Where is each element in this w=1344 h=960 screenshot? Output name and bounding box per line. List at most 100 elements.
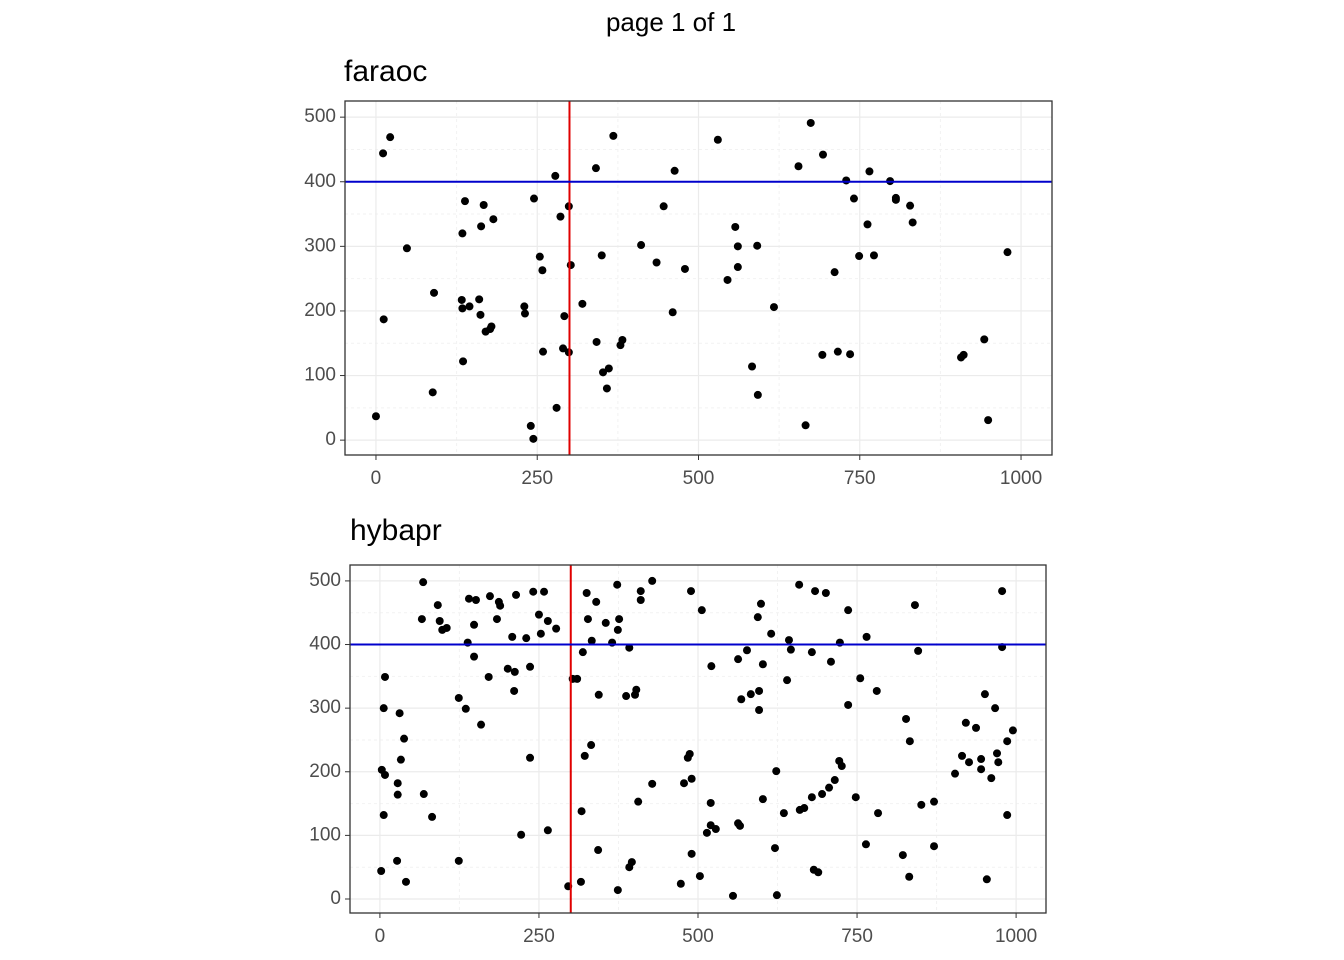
point [756, 599, 765, 608]
point [510, 686, 519, 695]
point [807, 793, 816, 802]
point [755, 686, 764, 695]
point [477, 222, 486, 231]
point [905, 737, 914, 746]
point [577, 807, 586, 816]
point [512, 590, 521, 599]
point [573, 674, 582, 683]
point [526, 421, 535, 430]
point [748, 362, 757, 371]
point [379, 315, 388, 324]
point [733, 242, 742, 251]
point [393, 856, 402, 865]
point [659, 202, 668, 211]
point [599, 368, 608, 377]
point [471, 595, 480, 604]
point [818, 790, 827, 799]
point [454, 693, 463, 702]
point [910, 601, 919, 610]
x-tick-label: 0 [375, 926, 386, 947]
point [470, 652, 479, 661]
point [454, 856, 463, 865]
point [837, 762, 846, 771]
point [470, 620, 479, 629]
point [842, 176, 851, 185]
point [379, 149, 388, 158]
point [898, 851, 907, 860]
point [959, 350, 968, 359]
point [905, 872, 914, 881]
x-tick-label: 1000 [995, 926, 1037, 947]
point [844, 700, 853, 709]
point [609, 131, 618, 140]
point [417, 615, 426, 624]
point [668, 308, 677, 317]
point [556, 212, 565, 221]
panel-title: hybapr [350, 514, 442, 547]
point [632, 685, 641, 694]
point [818, 150, 827, 159]
point [702, 828, 711, 837]
point [393, 779, 402, 788]
point [578, 648, 587, 657]
point [746, 690, 755, 699]
point [529, 434, 538, 443]
x-tick-label: 250 [523, 926, 555, 947]
point [1008, 726, 1017, 735]
point [807, 648, 816, 657]
point [652, 258, 661, 267]
point [801, 421, 810, 430]
point [733, 263, 742, 272]
point [485, 592, 494, 601]
point [846, 350, 855, 359]
point [535, 252, 544, 261]
point [695, 872, 704, 881]
point [503, 664, 512, 673]
point [477, 720, 486, 729]
point [428, 388, 437, 397]
point [806, 118, 815, 127]
y-tick-label: 500 [309, 570, 341, 591]
point [818, 350, 827, 359]
point [706, 798, 715, 807]
point [529, 587, 538, 596]
x-tick-label: 0 [371, 468, 382, 489]
point [755, 706, 764, 715]
point [844, 606, 853, 615]
y-tick-label: 400 [309, 634, 341, 655]
point [386, 133, 395, 142]
point [377, 867, 386, 876]
point [625, 643, 634, 652]
point [680, 779, 689, 788]
point [380, 672, 389, 681]
point [395, 709, 404, 718]
y-tick-label: 300 [309, 697, 341, 718]
point [592, 597, 601, 606]
y-tick-label: 200 [304, 300, 336, 321]
point [583, 615, 592, 624]
point [687, 774, 696, 783]
x-tick-label: 750 [844, 468, 876, 489]
point [734, 655, 743, 664]
point [379, 704, 388, 713]
point [487, 322, 496, 331]
point [984, 416, 993, 425]
point [685, 749, 694, 758]
point [742, 646, 751, 655]
point [594, 846, 603, 855]
point [965, 758, 974, 767]
point [636, 595, 645, 604]
point [772, 767, 781, 776]
point [475, 295, 484, 304]
point [543, 826, 552, 835]
point [538, 266, 547, 275]
point [779, 809, 788, 818]
point [508, 632, 517, 641]
point [543, 616, 552, 625]
point [460, 197, 469, 206]
point [987, 774, 996, 783]
point [914, 646, 923, 655]
point [604, 364, 613, 373]
point [530, 194, 539, 203]
